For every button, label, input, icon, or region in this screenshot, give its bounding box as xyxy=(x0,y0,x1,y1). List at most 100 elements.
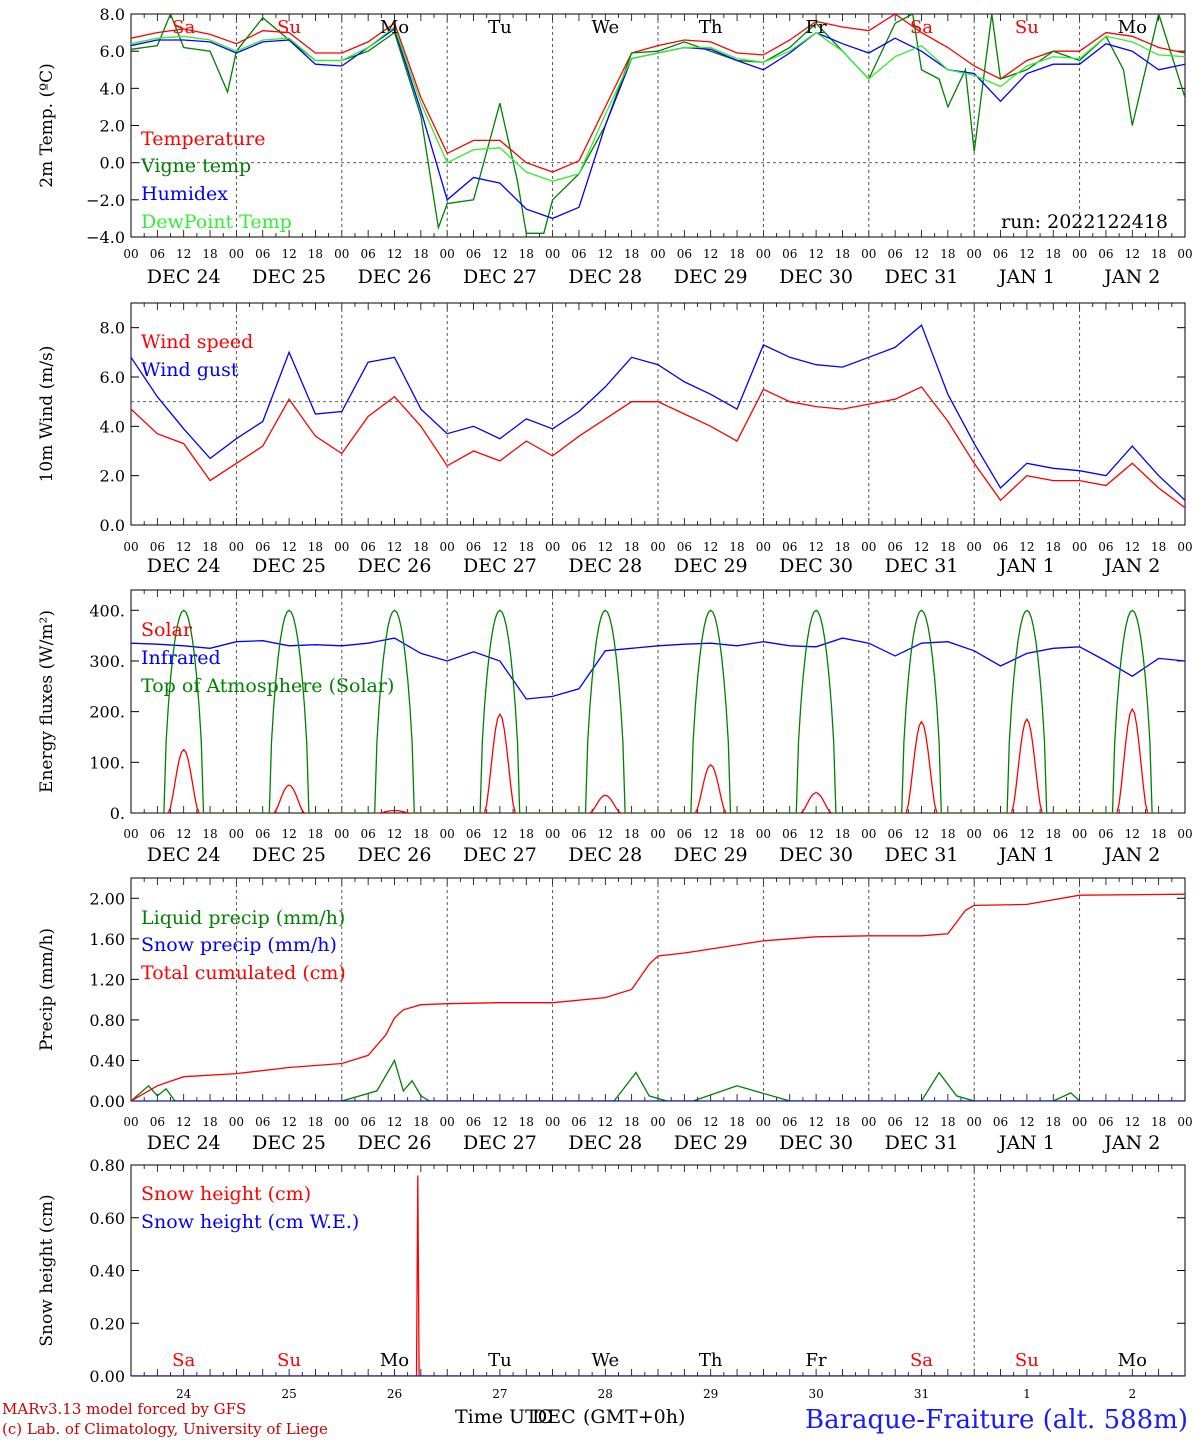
hour-tick-label: 12 xyxy=(1125,247,1140,261)
hour-tick-label: 06 xyxy=(677,540,692,554)
hour-tick-label: 06 xyxy=(782,247,797,261)
date-label: DEC 24 xyxy=(147,555,221,577)
hour-tick-label: 12 xyxy=(387,827,402,841)
energy-legend-entry: Top of Atmosphere (Solar) xyxy=(141,675,394,697)
hour-tick-label: 12 xyxy=(492,247,507,261)
snow-legend-entry: Snow height (cm) xyxy=(141,1183,311,1205)
hour-tick-label: 06 xyxy=(255,1115,270,1129)
date-label: DEC 31 xyxy=(885,1132,959,1154)
hour-tick-label: 06 xyxy=(361,1115,376,1129)
day-abbrev-bottom: Sa xyxy=(172,1350,195,1371)
hour-tick-label: 12 xyxy=(914,540,929,554)
hour-tick-label: 00 xyxy=(229,827,244,841)
hour-tick-label: 00 xyxy=(756,827,771,841)
bottom-day-number: 24 xyxy=(176,1387,192,1401)
hour-tick-label: 18 xyxy=(519,1115,534,1129)
hour-tick-label: 12 xyxy=(176,540,191,554)
y-tick-label: 0.40 xyxy=(89,1262,125,1281)
y-tick-label: 0.80 xyxy=(89,1011,125,1030)
wind-series-wind-speed xyxy=(131,386,1185,509)
panel-wind: 8.0 6.0 4.0 2.0 0.0 10m Wind (m/s) 00 06 12 18 00 0… xyxy=(37,302,1193,577)
hour-tick-label: 12 xyxy=(387,540,402,554)
date-label: DEC 28 xyxy=(568,266,642,288)
hour-tick-label: 12 xyxy=(598,1115,613,1129)
date-label: JAN 2 xyxy=(1102,844,1160,866)
snow-series-snow-height-cm- xyxy=(131,1175,1185,1376)
hour-tick-label: 12 xyxy=(387,247,402,261)
date-label: DEC 29 xyxy=(674,266,748,288)
hour-tick-label: 12 xyxy=(808,1115,823,1129)
hour-tick-label: 00 xyxy=(1072,540,1087,554)
hour-tick-label: 18 xyxy=(1151,247,1166,261)
energy-series-solar xyxy=(161,707,1155,813)
date-label: DEC 25 xyxy=(252,266,326,288)
hour-tick-label: 06 xyxy=(888,1115,903,1129)
hour-tick-label: 12 xyxy=(281,247,296,261)
hour-tick-label: 00 xyxy=(650,540,665,554)
date-label: DEC 26 xyxy=(358,1132,432,1154)
day-abbrev-top: Sa xyxy=(910,17,933,38)
hour-tick-label: 18 xyxy=(624,540,639,554)
hour-tick-label: 18 xyxy=(624,247,639,261)
panel-snow: 0.80 0.60 0.40 0.20 0.00 Snow height (cm) Snow… xyxy=(37,1156,1186,1386)
day-abbrev-bottom: Sa xyxy=(910,1350,933,1371)
hour-tick-label: 06 xyxy=(255,827,270,841)
hour-tick-label: 00 xyxy=(861,540,876,554)
energy-legend-entry: Infrared xyxy=(141,647,221,669)
hour-tick-label: 00 xyxy=(440,540,455,554)
bottom-day-number: 30 xyxy=(808,1387,823,1401)
hour-tick-label: 00 xyxy=(1177,540,1192,554)
temperature-legend-entry: Temperature xyxy=(141,128,265,150)
hour-tick-label: 18 xyxy=(413,540,428,554)
y-tick-label: 0. xyxy=(110,804,125,823)
hour-tick-label: 00 xyxy=(756,1115,771,1129)
hour-tick-label: 12 xyxy=(492,1115,507,1129)
temperature-series-temperature xyxy=(131,14,1185,173)
day-abbrev-bottom: Mo xyxy=(380,1350,409,1371)
hour-tick-label: 00 xyxy=(650,1115,665,1129)
day-abbrev-top: We xyxy=(591,17,619,38)
energy-hour-ticks xyxy=(130,590,1186,813)
y-tick-label: 2.0 xyxy=(100,117,125,136)
hour-tick-label: 00 xyxy=(123,827,138,841)
hour-tick-label: 12 xyxy=(492,827,507,841)
y-tick-label: −4.0 xyxy=(86,228,125,247)
hour-tick-label: 00 xyxy=(334,540,349,554)
bottom-day-number: 27 xyxy=(492,1387,507,1401)
precip-series-total-cumulated-cm- xyxy=(131,893,1185,1101)
hour-tick-label: 00 xyxy=(967,1115,982,1129)
panel-temperature: 8.0 6.0 4.0 2.0 0.0 −2.0 −4.0 2m Temp. (ºC) 00 06… xyxy=(37,5,1193,288)
day-abbrev-top: Tu xyxy=(488,17,512,38)
hour-tick-label: 12 xyxy=(1019,827,1034,841)
snow-series xyxy=(131,1175,1185,1376)
temperature-hour-ticks xyxy=(130,14,1186,237)
date-label: DEC 27 xyxy=(463,844,537,866)
y-tick-label: 6.0 xyxy=(100,368,125,387)
hour-tick-label: 18 xyxy=(1046,1115,1061,1129)
day-abbrev-bottom: Th xyxy=(699,1350,723,1371)
date-label: JAN 1 xyxy=(997,1132,1055,1154)
hour-tick-label: 18 xyxy=(1151,827,1166,841)
hour-tick-label: 00 xyxy=(123,1115,138,1129)
panel-energy: 400. 300. 200. 100. 0. Energy fluxes (W/m²) 00… xyxy=(37,589,1193,866)
day-abbrev-bottom: Tu xyxy=(488,1350,512,1371)
hour-tick-label: 06 xyxy=(571,247,586,261)
run-label: run: 2022122418 xyxy=(1001,211,1168,233)
hour-tick-label: 00 xyxy=(861,1115,876,1129)
date-label: DEC 29 xyxy=(674,555,748,577)
date-label: DEC 26 xyxy=(358,266,432,288)
hour-tick-label: 06 xyxy=(466,1115,481,1129)
hour-tick-label: 06 xyxy=(993,540,1008,554)
hour-tick-label: 00 xyxy=(545,827,560,841)
y-tick-label: 0.00 xyxy=(89,1092,125,1111)
hour-tick-label: 18 xyxy=(308,827,323,841)
energy-axis-label: Energy fluxes (W/m²) xyxy=(37,610,57,793)
date-label: DEC 26 xyxy=(358,844,432,866)
precip-series-liquid-precip-mm-h- xyxy=(131,1058,1185,1101)
hour-tick-label: 18 xyxy=(1046,827,1061,841)
hour-tick-label: 00 xyxy=(756,540,771,554)
wind-legend-entry: Wind gust xyxy=(141,359,239,381)
hour-tick-label: 00 xyxy=(1177,1115,1192,1129)
hour-tick-label: 06 xyxy=(993,1115,1008,1129)
hour-tick-label: 12 xyxy=(703,1115,718,1129)
